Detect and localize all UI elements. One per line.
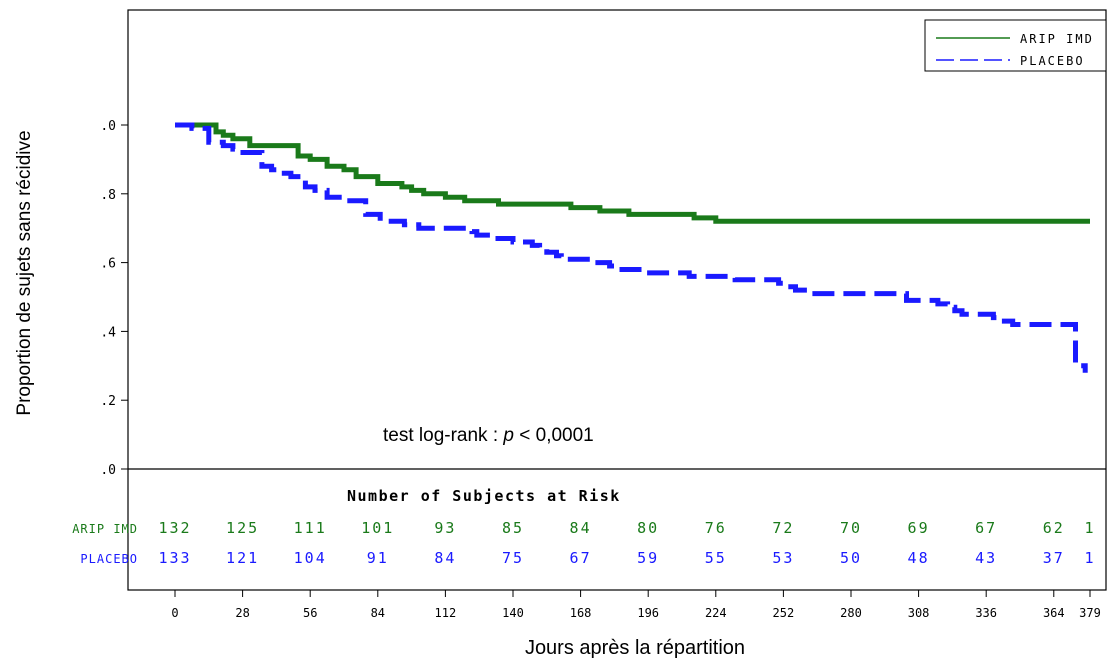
risk-cell: 48	[908, 549, 930, 567]
risk-cell: 37	[1043, 549, 1065, 567]
x-tick-label: 28	[235, 606, 249, 620]
annotation-p: p	[502, 425, 514, 446]
risk-cell: 53	[772, 549, 794, 567]
risk-cell: 121	[226, 549, 259, 567]
x-tick-label: 56	[303, 606, 317, 620]
risk-cell: 104	[294, 549, 327, 567]
x-tick-label: 364	[1043, 606, 1065, 620]
y-tick-label: .0	[100, 119, 116, 134]
risk-table-title: Number of Subjects at Risk	[347, 487, 621, 505]
risk-cell: 85	[502, 519, 524, 537]
risk-cell: 101	[361, 519, 394, 537]
x-tick-label: 84	[371, 606, 385, 620]
x-tick-label: 379	[1079, 606, 1101, 620]
risk-cell: 75	[502, 549, 524, 567]
risk-cell: 43	[975, 549, 997, 567]
risk-cell: 70	[840, 519, 862, 537]
risk-cell: 55	[705, 549, 727, 567]
risk-row-label: PLACEBO	[80, 552, 138, 566]
y-tick-label: .4	[100, 325, 116, 340]
x-tick-label: 196	[637, 606, 659, 620]
annotation-suffix: < 0,0001	[514, 425, 594, 446]
x-tick-label: 224	[705, 606, 727, 620]
risk-cell: 84	[434, 549, 456, 567]
risk-cell: 67	[570, 549, 592, 567]
risk-cell: 132	[158, 519, 191, 537]
plot-frame	[127, 9, 1107, 591]
risk-cell: 125	[226, 519, 259, 537]
risk-cell: 80	[637, 519, 659, 537]
risk-cell: 62	[1043, 519, 1065, 537]
x-axis-label: Jours après la répartition	[525, 637, 745, 659]
x-tick-label: 252	[773, 606, 795, 620]
x-tick-label: 336	[975, 606, 997, 620]
series-line-placebo	[175, 122, 1088, 373]
y-tick-label: .8	[100, 188, 116, 203]
legend-label: ARIP IMD	[1020, 32, 1094, 46]
risk-cell: 1	[1084, 549, 1095, 567]
risk-cell: 72	[772, 519, 794, 537]
annotation-prefix: test log-rank :	[383, 425, 503, 446]
x-tick-label: 280	[840, 606, 862, 620]
legend-box	[924, 19, 1107, 72]
x-tick-label: 112	[435, 606, 457, 620]
x-tick-label: 168	[570, 606, 592, 620]
risk-cell: 84	[570, 519, 592, 537]
risk-cell: 59	[637, 549, 659, 567]
x-tick-label: 0	[171, 606, 178, 620]
risk-cell: 76	[705, 519, 727, 537]
x-tick-label: 140	[502, 606, 524, 620]
risk-cell: 111	[294, 519, 327, 537]
y-axis-label: Proportion de sujets sans récidive	[14, 130, 35, 415]
y-tick-label: .0	[100, 463, 116, 478]
y-tick-label: .2	[100, 394, 116, 409]
risk-cell: 91	[367, 549, 389, 567]
logrank-annotation: test log-rank : p < 0,0001	[383, 425, 594, 446]
y-tick-label: .6	[100, 257, 116, 272]
series-line-arip-imd	[175, 122, 1090, 224]
risk-cell: 1	[1084, 519, 1095, 537]
risk-cell: 93	[434, 519, 456, 537]
risk-cell: 133	[158, 549, 191, 567]
legend-label: PLACEBO	[1020, 54, 1085, 68]
risk-cell: 69	[908, 519, 930, 537]
x-tick-label: 308	[908, 606, 930, 620]
risk-row-label: ARIP IMD	[72, 522, 138, 536]
risk-cell: 50	[840, 549, 862, 567]
risk-cell: 67	[975, 519, 997, 537]
